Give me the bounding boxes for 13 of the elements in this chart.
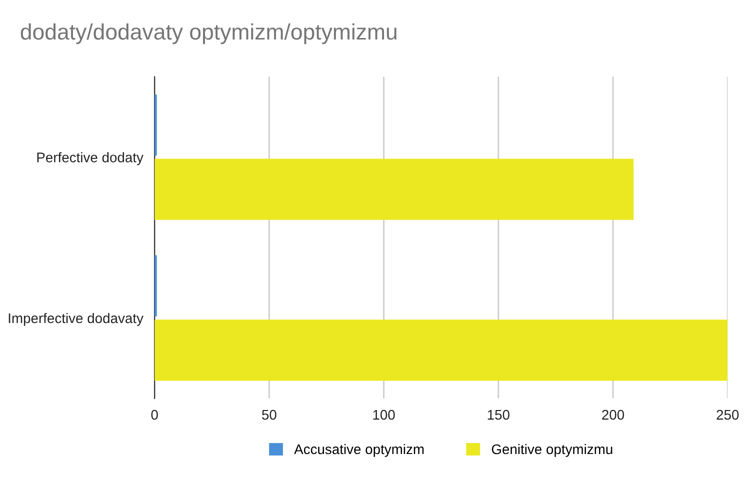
bar bbox=[154, 320, 728, 381]
legend-label: Genitive optymizmu bbox=[492, 444, 612, 457]
x-tick-label: 50 bbox=[262, 410, 276, 420]
x-tick-label: 100 bbox=[373, 410, 395, 420]
x-tick-label: 0 bbox=[151, 410, 158, 420]
y-tick-label: Imperfective dodavaty bbox=[8, 312, 144, 326]
chart-title: dodaty/dodavaty optymizm/optymizmu bbox=[20, 23, 396, 44]
y-tick-label: Perfective dodaty bbox=[37, 152, 144, 166]
x-tick-label: 250 bbox=[716, 410, 739, 420]
x-tick-label: 150 bbox=[488, 410, 510, 420]
bar bbox=[154, 158, 634, 220]
x-tick-label: 200 bbox=[602, 410, 624, 420]
legend-label: Accusative optymizm bbox=[294, 444, 424, 457]
